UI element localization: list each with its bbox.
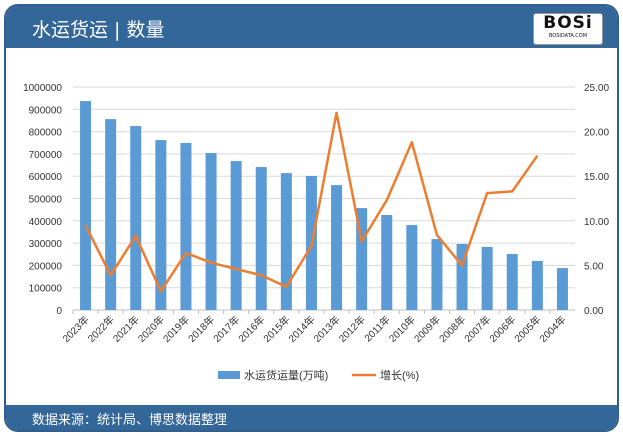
chart-title: 水运货运 | 数量 (32, 19, 165, 41)
x-tick-label: 2015年 (260, 313, 292, 345)
bar (506, 254, 518, 310)
left-tick-label: 600000 (29, 172, 63, 183)
x-tick-label: 2018年 (185, 313, 217, 345)
bar (130, 126, 142, 311)
bosi-logo: BOSi BOSIDATA.COM (533, 13, 603, 45)
x-tick-label: 2012年 (336, 313, 368, 345)
x-tick-label: 2017年 (210, 313, 242, 345)
left-tick-label: 700000 (29, 150, 63, 161)
legend: 水运货运量(万吨) 增长(%) (218, 368, 419, 382)
bar (155, 140, 167, 310)
right-tick-label: 15.00 (584, 172, 609, 183)
bar (356, 208, 368, 310)
bar (180, 142, 192, 310)
left-tick-label: 1000000 (23, 83, 62, 94)
bar (406, 225, 418, 310)
x-tick-label: 2016年 (235, 313, 267, 345)
bar (80, 101, 92, 310)
legend-bar-swatch (218, 371, 240, 379)
x-tick-label: 2009年 (411, 313, 443, 345)
bar (205, 153, 217, 310)
x-tick-label: 2021年 (110, 313, 142, 345)
x-tick-label: 2004年 (537, 313, 569, 345)
x-tick-label: 2013年 (311, 313, 343, 345)
bar (105, 119, 117, 310)
right-tick-label: 25.00 (584, 83, 609, 94)
left-tick-label: 300000 (29, 239, 63, 250)
title-bar: 水运货运 | 数量 BOSi BOSIDATA.COM (6, 6, 617, 48)
left-tick-label: 400000 (29, 217, 63, 228)
bar (230, 161, 242, 310)
left-tick-label: 0 (56, 306, 62, 317)
x-tick-label: 2008年 (436, 313, 468, 345)
bar (556, 268, 568, 310)
right-tick-label: 5.00 (584, 261, 604, 272)
x-tick-label: 2023年 (60, 313, 92, 345)
right-tick-label: 0.00 (584, 306, 604, 317)
x-tick-label: 2007年 (461, 313, 493, 345)
x-tick-label: 2014年 (286, 313, 318, 345)
legend-line-label: 增长(%) (380, 368, 419, 382)
bar (456, 243, 468, 310)
source-footer: 数据来源：统计局、博思数据整理 (6, 405, 617, 430)
x-tick-label: 2019年 (160, 313, 192, 345)
right-tick-label: 10.00 (584, 217, 609, 228)
x-tick-label: 2022年 (85, 313, 117, 345)
bar (331, 185, 343, 310)
left-tick-label: 800000 (29, 128, 63, 139)
bar (255, 167, 267, 310)
bar (531, 260, 543, 310)
bar (481, 246, 493, 310)
bar (280, 173, 292, 310)
x-tick-label: 2006年 (486, 313, 518, 345)
source-text: 数据来源：统计局、博思数据整理 (32, 413, 228, 428)
left-tick-label: 500000 (29, 195, 63, 206)
legend-bar-label: 水运货运量(万吨) (244, 368, 328, 382)
x-tick-label: 2020年 (135, 313, 167, 345)
left-tick-label: 900000 (29, 105, 63, 116)
x-tick-label: 2011年 (361, 313, 392, 344)
left-tick-label: 100000 (29, 284, 63, 295)
x-tick-label: 2010年 (386, 313, 418, 345)
x-tick-label: 2005年 (511, 313, 543, 345)
bar (381, 215, 393, 310)
bar (431, 239, 443, 310)
left-tick-label: 200000 (29, 261, 63, 272)
right-tick-label: 20.00 (584, 128, 609, 139)
